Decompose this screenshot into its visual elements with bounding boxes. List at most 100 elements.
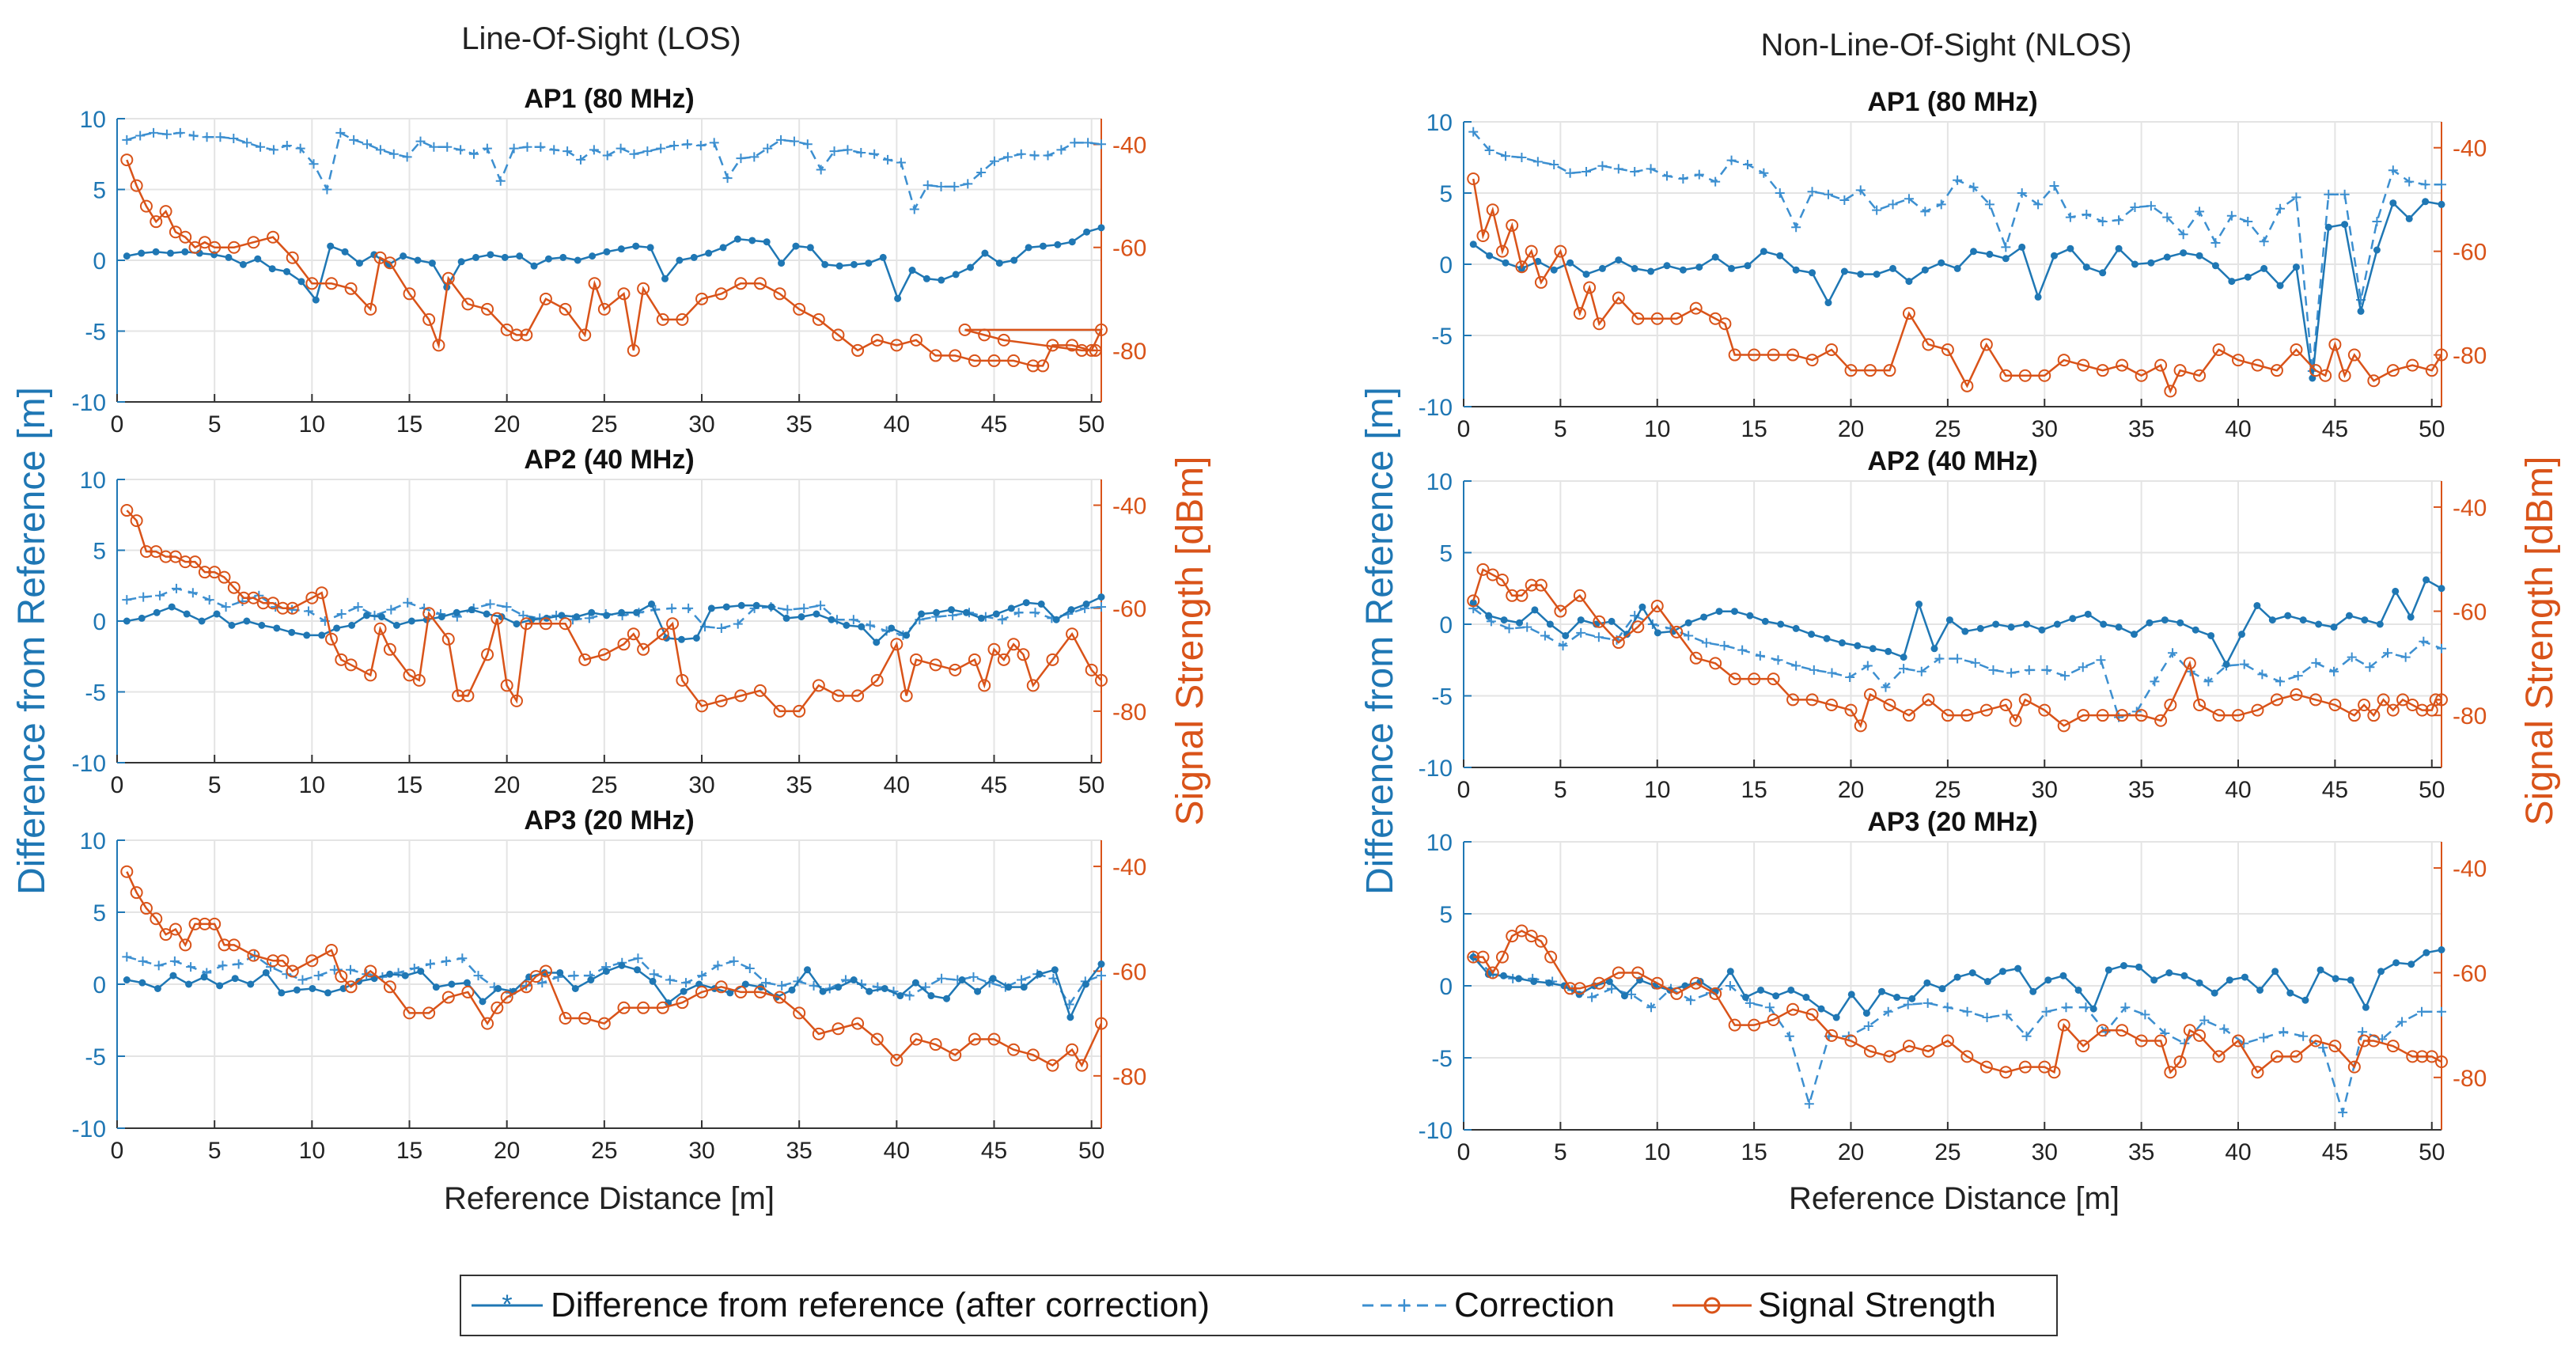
panel-2-difference-point xyxy=(153,608,161,616)
panel-1-correction-point xyxy=(442,142,453,152)
panel-1-signal-point xyxy=(422,313,436,326)
panel-1-correction-point xyxy=(402,152,412,162)
panel-6-signal-point xyxy=(2183,1024,2196,1037)
panel-2-difference-point xyxy=(603,612,611,619)
panel-5-correction-point xyxy=(1899,664,1909,674)
panel-1-signal-point xyxy=(267,230,280,244)
legend: * Difference from reference (after corre… xyxy=(460,1275,2058,1336)
panel-5-difference-point xyxy=(1854,642,1862,650)
panel-3-signal-point xyxy=(208,917,222,930)
panel-4-signal-point xyxy=(1844,364,1858,377)
panel-5-correction-point xyxy=(2168,648,2178,658)
panel-4-difference-point xyxy=(1695,263,1703,271)
panel-3-difference-point xyxy=(432,983,440,991)
panel-4-signal-point xyxy=(1476,229,1490,242)
panel-2-signal-point xyxy=(315,586,328,600)
right-y-axis-label: Signal Strength [dBm] xyxy=(1169,457,1211,826)
panel-2-correction-point xyxy=(848,615,858,625)
panel-3-correction-point xyxy=(744,963,755,973)
panel-1-signal-point xyxy=(481,302,494,316)
panel-5-signal-point xyxy=(1863,688,1877,701)
panel-2-signal-point xyxy=(120,504,134,517)
panel-2-difference-point xyxy=(483,610,491,618)
panel-5-signal-point xyxy=(1960,709,1974,722)
panel-5-correction-point xyxy=(2042,665,2052,675)
panel-4-signal-point xyxy=(1650,312,1664,325)
panel-2-correction-point xyxy=(403,597,413,608)
panel-1-difference-point xyxy=(821,260,829,268)
panel-2-difference-point xyxy=(453,608,460,616)
panel-1-signal-point xyxy=(441,271,455,285)
panel-2-difference-point xyxy=(303,631,311,639)
panel-1-correction-point xyxy=(495,176,506,186)
panel-1-y-tick-label: -5 xyxy=(85,320,106,346)
panel-1-correction-point xyxy=(883,154,893,165)
panel-1-correction-point xyxy=(1056,145,1066,155)
panel-1-correction-point xyxy=(763,143,773,153)
panel-5-correction-point xyxy=(1486,616,1496,627)
panel-2-signal-point xyxy=(597,648,611,661)
panel-1-difference-point xyxy=(865,260,873,267)
panel-1-signal-point xyxy=(588,277,601,290)
panel-3-difference-point xyxy=(262,968,270,976)
panel-1-signal-point xyxy=(617,287,631,301)
panel-1-difference-point xyxy=(297,278,305,286)
panel-2-signal-point xyxy=(949,663,962,676)
panel-4-correction-point xyxy=(1501,151,1511,161)
panel-4-signal-point xyxy=(2135,369,2148,382)
panel-5-correction-point xyxy=(1916,666,1926,676)
panel-2-signal-point xyxy=(403,669,416,682)
panel-1-correction-point xyxy=(322,184,332,195)
panel-6-correction-point xyxy=(2061,1002,2071,1013)
panel-6-signal-point xyxy=(2164,1066,2177,1079)
panel-1-correction-point xyxy=(522,142,532,152)
panel-1-y-tick-label: 0 xyxy=(93,248,106,275)
panel-2-difference-point xyxy=(797,613,805,621)
panel-3-difference-point xyxy=(866,987,873,995)
panel-6-signal-point xyxy=(1825,1029,1839,1042)
panel-3-signal-point xyxy=(851,1017,865,1030)
panel-6-signal-point xyxy=(1844,1034,1858,1048)
panel-2-signal-point xyxy=(909,653,922,666)
panel-3-correction-point xyxy=(777,980,787,991)
panel-4-correction-point xyxy=(2210,238,2221,248)
panel-4-signal-point xyxy=(2018,369,2032,382)
panel-4-correction-point xyxy=(1953,175,1963,185)
panel-5-signal-point xyxy=(2154,714,2168,727)
panel-1-signal-point xyxy=(695,292,709,305)
panel-1-signal-point xyxy=(227,241,241,254)
panel-4-signal-point xyxy=(1525,244,1538,258)
panel-4-correction-point xyxy=(1484,146,1494,155)
panel-4-difference-point xyxy=(2211,262,2219,270)
panel-1-signal-point xyxy=(949,349,962,362)
panel-4-correction-point xyxy=(2097,217,2108,226)
panel-6-signal-point xyxy=(2154,1034,2168,1048)
panel-5-difference-point xyxy=(2315,620,2323,628)
panel-5-difference-point xyxy=(2438,585,2445,593)
panel-2-signal-point xyxy=(753,684,767,697)
legend-ss-marker xyxy=(1703,1297,1721,1314)
panel-1-correction-point xyxy=(990,156,1000,166)
panel-4-signal-point xyxy=(2193,369,2207,382)
panel-1-correction-point xyxy=(135,131,146,141)
panel-1-signal-point xyxy=(890,339,903,352)
panel-1-correction-point xyxy=(682,139,692,150)
panel-5-signal-point xyxy=(1767,672,1780,686)
panel-1-difference-point xyxy=(559,253,567,261)
panel-5-signal-point xyxy=(2077,709,2090,722)
panel-6-signal-point xyxy=(2309,1034,2322,1048)
panel-5-correction-point xyxy=(1970,657,1980,668)
panel-6-signal-line xyxy=(1473,930,2442,1074)
panel-2-signal-point xyxy=(695,699,709,713)
panel-4-title: AP1 (80 MHz) xyxy=(1867,87,2037,117)
panel-6-signal-point xyxy=(2212,1050,2226,1063)
panel-2-difference-point xyxy=(123,617,131,625)
panel-4-difference-point xyxy=(1679,266,1687,274)
panel-1-correction-point xyxy=(589,145,599,155)
panel-6-signal-point xyxy=(2415,1050,2429,1063)
panel-4-x-tick-label: 45 xyxy=(2322,416,2348,442)
panel-3-signal-point xyxy=(812,1027,825,1040)
panel-3-correction-point xyxy=(665,975,675,985)
panel-1-correction-point xyxy=(563,146,573,157)
panel-1-difference-point xyxy=(705,249,713,257)
